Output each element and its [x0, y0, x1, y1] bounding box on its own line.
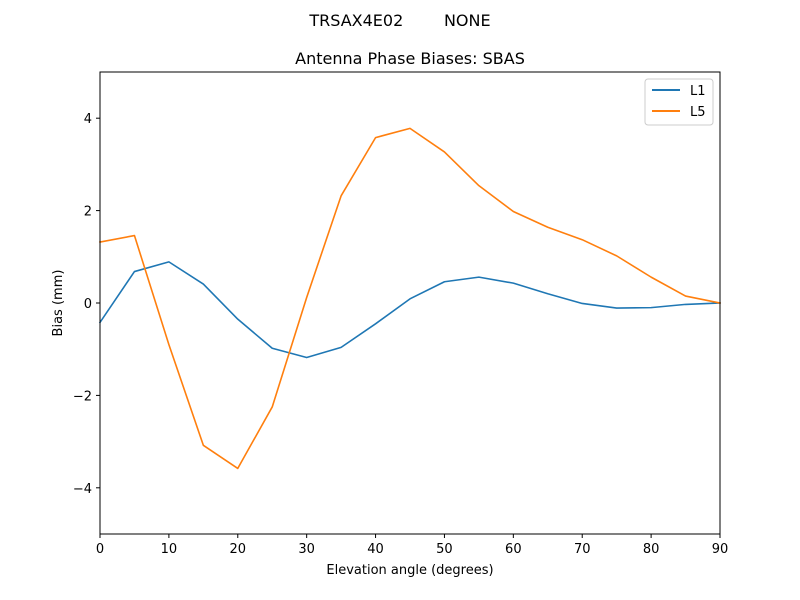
y-axis-label: Bias (mm) [51, 270, 66, 337]
y-tick-label: 2 [84, 205, 92, 220]
x-tick-label: 20 [230, 542, 247, 557]
axis-ticks: 0 10 20 30 40 50 60 70 80 90 −4 −2 0 2 4 [73, 112, 728, 557]
legend: L1 L5 [644, 78, 714, 126]
series-line-l1 [98, 261, 721, 359]
x-tick-label: 40 [367, 542, 384, 557]
y-tick-label: 0 [84, 297, 92, 312]
y-tick-label: 4 [84, 112, 92, 127]
y-tick-label: −2 [73, 389, 92, 404]
x-tick-label: 50 [436, 542, 453, 557]
x-tick-label: 90 [712, 542, 729, 557]
legend-label-l5: L5 [690, 105, 706, 120]
x-tick-label: 10 [161, 542, 178, 557]
plot-frame [99, 71, 721, 535]
legend-label-l1: L1 [690, 84, 706, 99]
x-tick-label: 0 [96, 542, 104, 557]
x-axis-label: Elevation angle (degrees) [326, 563, 493, 578]
plot-area [98, 127, 721, 470]
chart-suptitle: TRSAX4E02 NONE [308, 11, 490, 30]
series-line-l5 [99, 127, 721, 470]
x-tick-label: 80 [643, 542, 660, 557]
x-tick-label: 30 [298, 542, 315, 557]
chart-title: Antenna Phase Biases: SBAS [295, 49, 525, 68]
x-tick-label: 60 [505, 542, 522, 557]
y-tick-label: −4 [73, 482, 92, 497]
x-tick-label: 70 [574, 542, 591, 557]
